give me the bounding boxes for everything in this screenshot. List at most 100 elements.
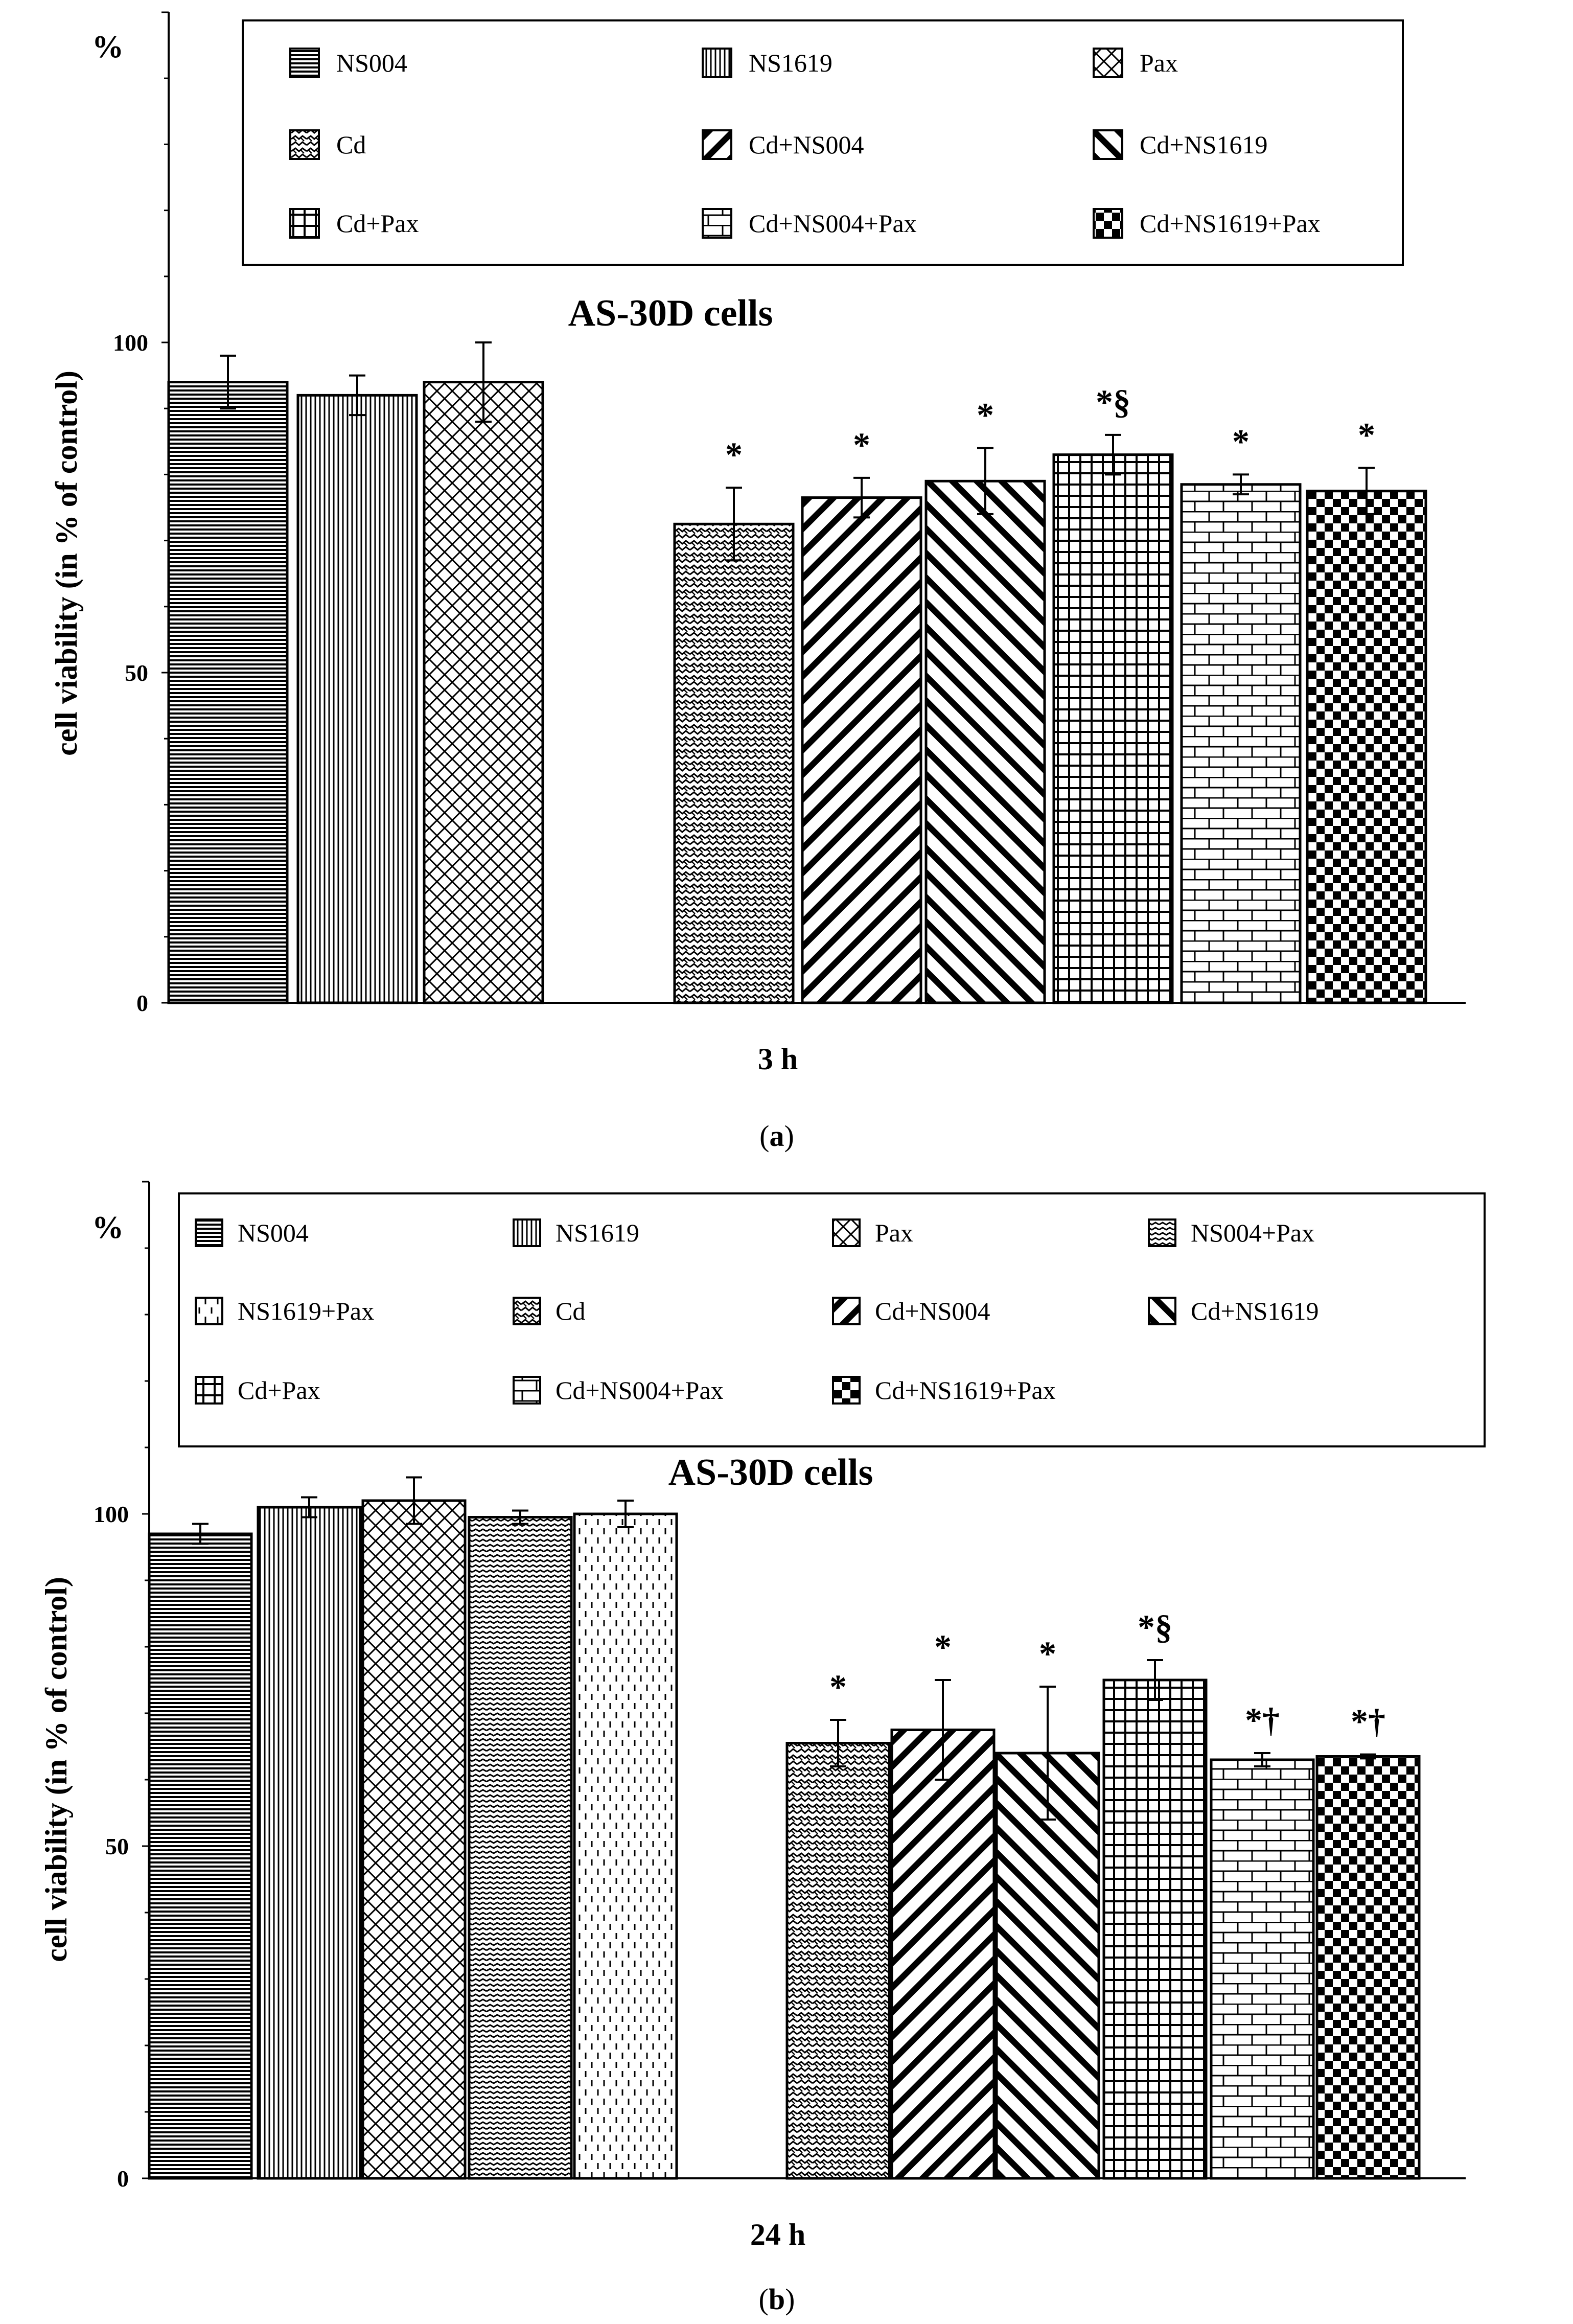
x-axis-label: 24 h — [750, 2218, 805, 2251]
significance-label: * — [1358, 415, 1375, 454]
legend-swatch — [513, 1218, 541, 1247]
legend-item: Cd+NS1619 — [1148, 1297, 1318, 1325]
bar — [673, 522, 795, 1004]
y-tick-label: 0 — [117, 2166, 129, 2192]
bar — [1180, 483, 1302, 1004]
bar-group: * — [673, 435, 795, 1004]
legend-swatch — [702, 208, 732, 239]
bar — [423, 381, 544, 1004]
legend-label: Cd+NS004+Pax — [556, 1376, 724, 1405]
x-axis-label: 3 h — [758, 1042, 798, 1076]
bar-group: *§ — [1102, 1607, 1208, 2180]
legend-label: Cd+NS1619 — [1140, 130, 1267, 159]
bar — [1052, 453, 1174, 1004]
bar — [1306, 490, 1427, 1004]
legend-label: Cd+NS1619+Pax — [875, 1376, 1056, 1405]
y-tick-label: 0 — [136, 990, 148, 1016]
legend-swatch — [832, 1297, 861, 1325]
bar — [167, 381, 289, 1004]
bar — [361, 1499, 467, 2180]
legend-item: Cd+NS004 — [702, 129, 864, 160]
bar-group — [423, 341, 544, 1004]
legend-item: NS1619+Pax — [195, 1297, 374, 1325]
legend-item: Cd+Pax — [195, 1376, 320, 1405]
panel-caption: (b) — [759, 2283, 795, 2316]
significance-label: *† — [1351, 1702, 1385, 1741]
legend-item: Cd+NS1619+Pax — [1093, 208, 1321, 239]
legend-item: Cd+NS004+Pax — [513, 1376, 724, 1405]
significance-label: * — [829, 1667, 847, 1706]
legend-label: NS1619 — [556, 1218, 639, 1247]
legend-label: NS1619 — [749, 49, 832, 77]
bar-group — [468, 1509, 573, 2180]
bar — [148, 1532, 253, 2180]
significance-label: * — [853, 425, 870, 464]
significance-label: * — [977, 396, 994, 434]
legend-label: NS1619+Pax — [238, 1297, 374, 1325]
caption-letter: b — [769, 2283, 785, 2316]
legend-item: Cd — [289, 129, 366, 160]
legend-item: NS004+Pax — [1148, 1218, 1314, 1247]
legend-item: NS004 — [195, 1218, 309, 1247]
significance-label: * — [725, 435, 743, 474]
bar — [890, 1729, 996, 2180]
legend-label: Cd — [556, 1297, 585, 1325]
legend-swatch — [195, 1218, 223, 1247]
legend-box — [178, 1192, 1486, 1447]
y-unit-label: % — [92, 1210, 124, 1245]
legend-swatch — [1093, 48, 1123, 78]
legend-swatch — [513, 1376, 541, 1405]
bar — [924, 479, 1046, 1004]
bar — [296, 394, 418, 1004]
legend-label: NS004 — [336, 49, 407, 77]
bar-group: * — [1180, 422, 1302, 1004]
bar — [468, 1516, 573, 2180]
significance-label: * — [934, 1627, 952, 1666]
caption-paren: ( — [759, 1119, 769, 1153]
legend-swatch — [195, 1297, 223, 1325]
legend-label: Cd+NS004+Pax — [749, 209, 917, 238]
bar-group — [167, 354, 289, 1004]
legend-item: Cd+NS004 — [832, 1297, 990, 1325]
significance-label: *§ — [1138, 1607, 1172, 1646]
bar-group: * — [995, 1634, 1100, 2180]
legend-swatch — [289, 208, 320, 239]
legend-label: NS004 — [238, 1218, 309, 1247]
significance-label: *† — [1245, 1700, 1280, 1739]
chart-panel-a: 0 50 100% cell viability (in % of control) 3… — [50, 11, 1466, 1153]
legend-swatch — [832, 1218, 861, 1247]
chart-panel-b: 0 50 100% cell viability (in % of control) 2… — [39, 1181, 1486, 2316]
legend-label: Pax — [875, 1218, 913, 1247]
significance-label: *§ — [1096, 382, 1130, 421]
legend-item: Pax — [1093, 48, 1178, 78]
legend-box — [242, 19, 1404, 266]
bar — [1102, 1678, 1208, 2180]
bar-group: *§ — [1052, 382, 1174, 1004]
bar-group: * — [1306, 415, 1427, 1004]
y-axis-label: cell viability (in % of control) — [39, 1577, 73, 1962]
chart-title: AS-30D cells — [668, 1452, 873, 1493]
bar-group — [361, 1476, 467, 2180]
bar-group: * — [801, 425, 922, 1004]
caption-paren: ) — [784, 1119, 794, 1153]
bar-group: *† — [1315, 1702, 1421, 2180]
legend-item: Cd+Pax — [289, 208, 419, 239]
y-tick-label: 100 — [94, 1501, 129, 1527]
bar — [995, 1752, 1100, 2180]
bar-group: *† — [1210, 1700, 1315, 2180]
significance-label: * — [1039, 1634, 1056, 1673]
legend-swatch — [513, 1297, 541, 1325]
legend-item: Cd+NS1619 — [1093, 129, 1267, 160]
bar-group: * — [924, 396, 1046, 1004]
legend-label: Cd+Pax — [238, 1376, 320, 1405]
bar-group: * — [785, 1667, 891, 2180]
significance-label: * — [1232, 422, 1250, 461]
legend-label: Pax — [1140, 49, 1178, 77]
bar — [785, 1742, 891, 2180]
legend-swatch — [195, 1376, 223, 1405]
bar-group — [148, 1523, 253, 2180]
legend-swatch — [1093, 208, 1123, 239]
legend-swatch — [702, 129, 732, 160]
legend-swatch — [832, 1376, 861, 1405]
